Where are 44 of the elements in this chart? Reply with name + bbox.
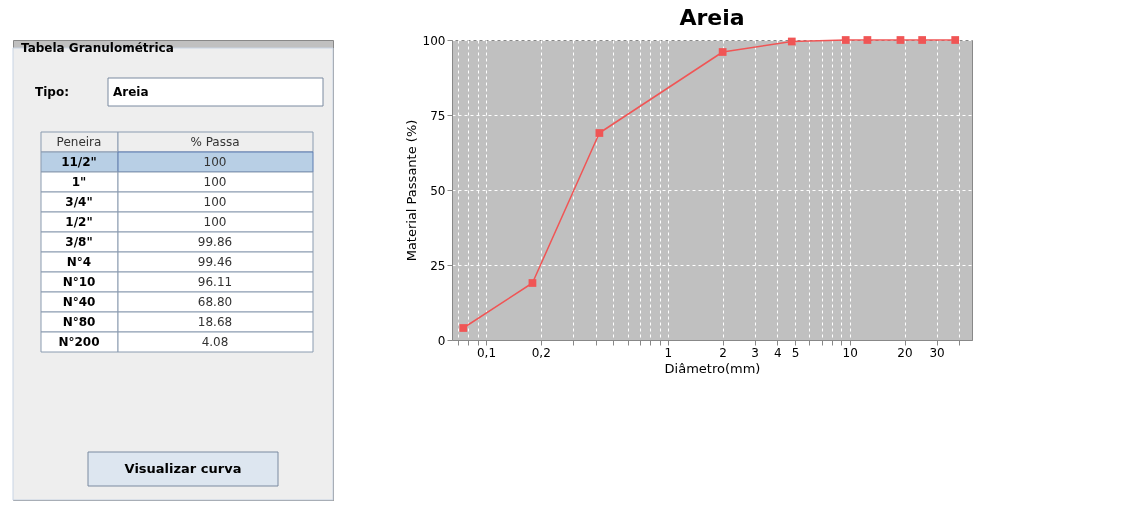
- text: 100: [203, 155, 227, 169]
- text: Areia: [113, 85, 149, 99]
- x-tick-label: 20: [897, 345, 913, 360]
- x-axis-title: Diâmetro(mm): [664, 360, 761, 376]
- text: 18.68: [197, 315, 233, 329]
- text: 4.08: [201, 335, 229, 349]
- y-tick-label: 50: [430, 183, 446, 198]
- chart-title: Areia: [679, 5, 745, 30]
- y-tick-label: 0: [437, 333, 446, 348]
- x-tick-label: 5: [791, 345, 800, 360]
- text: N°4: [66, 255, 92, 269]
- text: Peneira: [56, 135, 102, 149]
- y-tick-label: 100: [422, 33, 446, 48]
- text: 3/4": [65, 195, 93, 209]
- x-tick-label: 10: [842, 345, 858, 360]
- text: 99.46: [197, 255, 233, 269]
- y-tick-label: 25: [430, 258, 446, 273]
- text: Tipo:: [35, 85, 69, 99]
- text: N°200: [58, 335, 100, 349]
- text: Visualizar curva: [124, 461, 242, 476]
- x-tick-label: 30: [929, 345, 945, 360]
- x-tick-label: 1: [664, 345, 673, 360]
- text: 100: [203, 175, 227, 189]
- text: N°80: [62, 315, 96, 329]
- x-tick-label: 3: [751, 345, 759, 360]
- x-tick-label: 0,1: [476, 345, 497, 360]
- text: % Passa: [190, 135, 240, 149]
- text: 100: [203, 215, 227, 229]
- text: Tabela Granulométrica: [21, 41, 174, 55]
- text: 11/2": [61, 155, 97, 169]
- text: 1": [71, 175, 87, 189]
- x-tick-label: 2: [719, 345, 727, 360]
- text: 68.80: [197, 295, 233, 309]
- text: 96.11: [197, 275, 233, 289]
- text: 100: [203, 195, 227, 209]
- text: 99.86: [197, 235, 233, 249]
- x-tick-label: 4: [774, 345, 782, 360]
- y-tick-label: 75: [430, 108, 446, 123]
- x-tick-label: 0,2: [531, 345, 551, 360]
- text: N°40: [62, 295, 96, 309]
- text: 3/8": [65, 235, 93, 249]
- text: 1/2": [65, 215, 93, 229]
- y-axis-title: Material Passante (%): [403, 119, 419, 262]
- text: N°10: [62, 275, 96, 289]
